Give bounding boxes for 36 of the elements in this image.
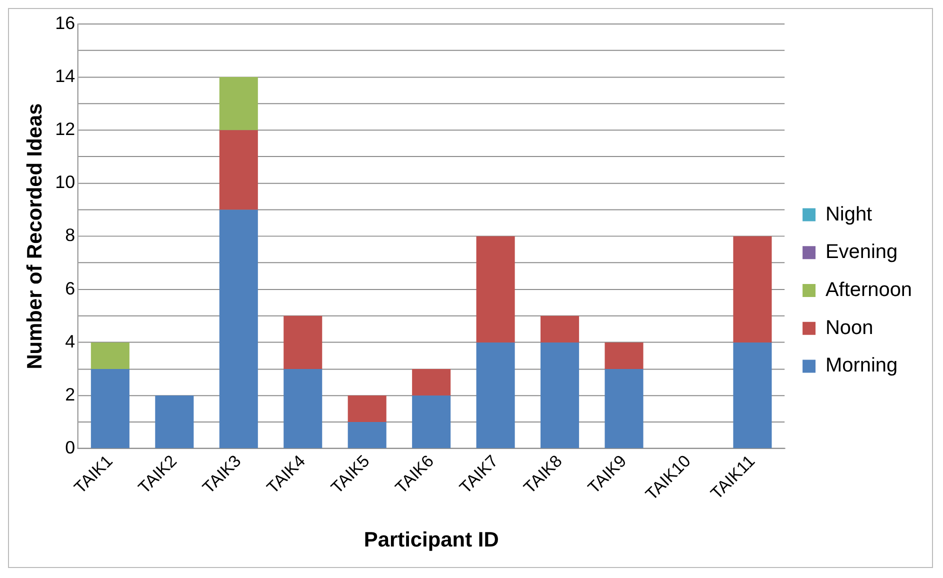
y-tick-label: 12: [55, 119, 76, 140]
y-tick-label: 0: [65, 438, 76, 458]
y-tick-label: 2: [65, 384, 76, 404]
bar: [604, 368, 644, 448]
legend-label: Night: [826, 203, 873, 226]
legend-label: Afternoon: [826, 279, 912, 301]
bar: [412, 396, 451, 448]
bar: [284, 316, 322, 369]
y-tick-label: 16: [55, 12, 76, 33]
bar: [348, 422, 386, 448]
bar: [733, 342, 772, 448]
bar: [348, 396, 386, 422]
y-axis-title: Number of Recorded Ideas: [23, 103, 46, 370]
bar: [540, 342, 580, 448]
bar: [733, 236, 772, 342]
bar: [219, 210, 258, 448]
bar: [540, 316, 580, 342]
legend-label: Evening: [826, 241, 898, 264]
bar: [284, 368, 322, 448]
bar: [412, 368, 451, 396]
y-tick-label: 10: [55, 172, 76, 192]
y-tick-label: 14: [55, 66, 76, 86]
legend-label: Noon: [826, 316, 874, 339]
bar: [155, 396, 194, 448]
bar: [476, 236, 515, 342]
bar: [90, 368, 130, 448]
legend-label: Morning: [826, 354, 898, 377]
y-tick-label: 8: [65, 225, 76, 246]
bar: [90, 342, 130, 369]
y-tick-label: 6: [65, 278, 76, 298]
y-tick-label: 4: [65, 331, 76, 352]
bar: [219, 77, 258, 130]
bar: [219, 130, 258, 210]
x-axis-title: Participant ID: [364, 528, 499, 552]
bar: [604, 342, 644, 369]
bar: [476, 342, 515, 448]
